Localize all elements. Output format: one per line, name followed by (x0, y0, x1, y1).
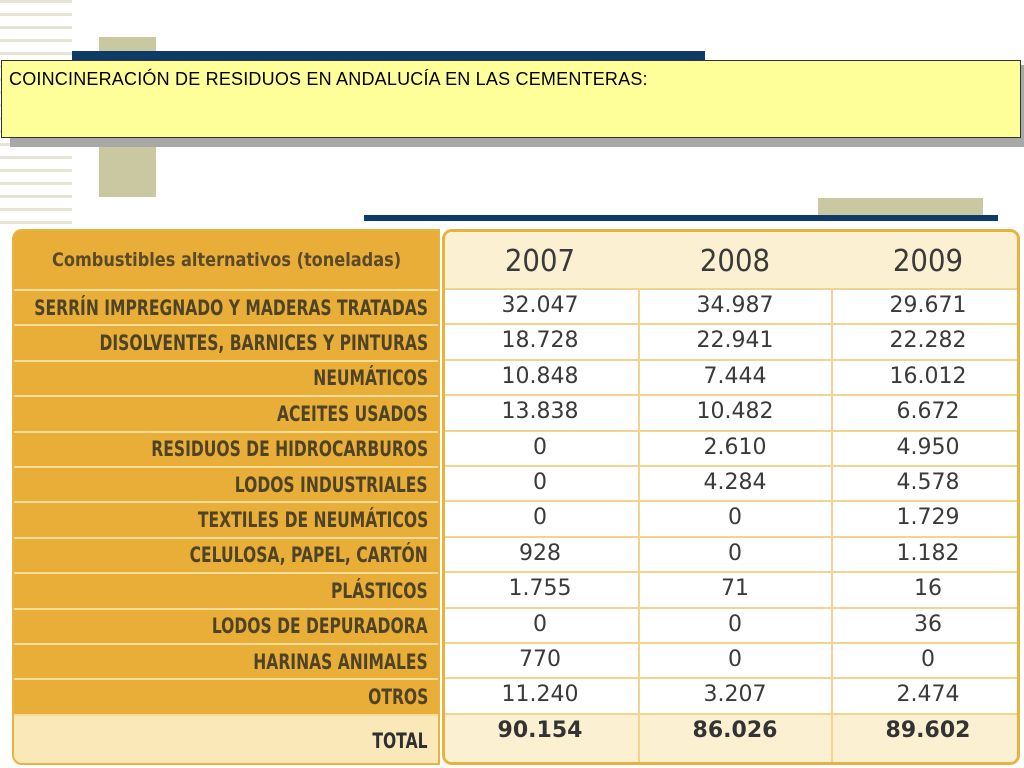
table-row-label: OTROS (14, 678, 438, 713)
decorative-bar (72, 51, 705, 61)
row-label-text: TEXTILES DE NEUMÁTICOS (197, 508, 428, 533)
table-value-columns: 2007 2008 2009 32.047 34.987 29.671 18.728 22.… (442, 229, 1020, 765)
row-label-text: LODOS INDUSTRIALES (235, 472, 428, 497)
table-row-label: HARINAS ANIMALES (14, 643, 438, 678)
table-cell-2007: 0 (533, 434, 547, 460)
table-cell-2007: 0 (533, 611, 547, 637)
table-row: 0 2.610 4.950 (445, 429, 1017, 465)
slide-title: COINCINERACIÓN DE RESIDUOS EN ANDALUCÍA … (9, 69, 648, 89)
decorative-bar-right (364, 215, 998, 221)
table-row: 770 0 0 (445, 642, 1017, 677)
table-cell-2007: 0 (533, 505, 547, 531)
table-cell-2008: 0 (728, 647, 742, 672)
table-cell-2009: 22.282 (889, 328, 967, 354)
table-cell-2007: 13.838 (501, 399, 579, 425)
row-label-text: DISOLVENTES, BARNICES Y PINTURAS (99, 331, 428, 356)
row-label-text: LODOS DE DEPURADORA (212, 614, 428, 639)
table-row: 0 4.284 4.578 (445, 465, 1017, 500)
table-cell-2008: 7.444 (703, 363, 767, 389)
table-row-label: SERRÍN IMPREGNADO Y MADERAS TRATADAS (14, 289, 438, 324)
row-label-text: TOTAL (372, 729, 428, 754)
table-row: 11.240 3.207 2.474 (445, 677, 1017, 712)
row-label-text: NEUMÁTICOS (313, 366, 428, 391)
header-label-text: Combustibles alternativos (toneladas) (52, 249, 402, 271)
table-cell-2007: 928 (519, 540, 561, 566)
table-cell-2008: 3.207 (703, 682, 767, 708)
fuel-table: Combustibles alternativos (toneladas) SE… (12, 229, 1020, 765)
table-header-label: Combustibles alternativos (toneladas) (14, 231, 438, 289)
year-header-row: 2007 2008 2009 (445, 232, 1017, 288)
table-row-label: PLÁSTICOS (14, 572, 438, 607)
row-label-text: HARINAS ANIMALES (253, 649, 428, 674)
table-cell-2007: 18.728 (501, 328, 579, 354)
table-row-label: TEXTILES DE NEUMÁTICOS (14, 501, 438, 536)
year-header-2009: 2009 (892, 244, 964, 279)
table-cell-2009: 0 (921, 647, 935, 672)
title-box: COINCINERACIÓN DE RESIDUOS EN ANDALUCÍA … (1, 60, 1021, 138)
table-cell-2007: 0 (533, 470, 547, 495)
table-cell-2008: 2.610 (703, 434, 767, 460)
year-header-2008: 2008 (699, 244, 771, 279)
table-row-label: NEUMÁTICOS (14, 359, 438, 395)
row-label-text: PLÁSTICOS (331, 578, 428, 603)
table-cell-2009: 36 (914, 611, 942, 637)
table-row-label: DISOLVENTES, BARNICES Y PINTURAS (14, 324, 438, 359)
total-row-label: TOTAL (14, 713, 438, 763)
table-cell-2009: 6.672 (896, 399, 960, 425)
table-cell-2007: 11.240 (501, 682, 579, 708)
table-row: 0 0 1.729 (445, 500, 1017, 535)
table-cell-2009: 16 (914, 576, 942, 602)
table-row-label: LODOS INDUSTRIALES (14, 466, 438, 501)
row-label-text: ACEITES USADOS (277, 401, 428, 426)
row-label-text: SERRÍN IMPREGNADO Y MADERAS TRATADAS (34, 295, 428, 320)
table-row: 10.848 7.444 16.012 (445, 358, 1017, 394)
row-label-text: RESIDUOS DE HIDROCARBUROS (151, 437, 428, 462)
column-divider (831, 288, 833, 762)
table-cell-2008: 71 (721, 576, 749, 602)
table-cell-2008: 10.482 (696, 399, 774, 425)
table-cell-2007: 32.047 (501, 293, 579, 318)
table-cell-2007: 1.755 (508, 576, 572, 602)
table-cell-2009: 1.729 (896, 505, 960, 531)
table-row-label: CELULOSA, PAPEL, CARTÓN (14, 536, 438, 572)
row-label-text: OTROS (367, 685, 428, 710)
table-row: 1.755 71 16 (445, 571, 1017, 606)
table-cell-2009: 4.578 (896, 470, 960, 495)
table-row: 0 0 36 (445, 606, 1017, 642)
table-row: 928 0 1.182 (445, 535, 1017, 571)
table-row: 13.838 10.482 6.672 (445, 394, 1017, 429)
table-cell-2007: 90.154 (497, 717, 583, 743)
table-cell-2008: 22.941 (696, 328, 774, 354)
table-cell-2007: 770 (519, 647, 561, 672)
table-cell-2009: 2.474 (896, 682, 960, 708)
table-cell-2008: 0 (728, 505, 742, 531)
table-cell-2009: 4.950 (896, 434, 960, 460)
table-cell-2007: 10.848 (501, 363, 579, 389)
decorative-block-right (818, 198, 983, 218)
table-label-column: Combustibles alternativos (toneladas) SE… (12, 229, 440, 765)
table-row-label: RESIDUOS DE HIDROCARBUROS (14, 430, 438, 466)
table-cell-2008: 0 (728, 611, 742, 637)
table-cell-2009: 89.602 (885, 717, 971, 743)
total-row: 90.154 86.026 89.602 (445, 712, 1017, 762)
table-cell-2008: 86.026 (692, 717, 778, 743)
table-cell-2008: 4.284 (703, 470, 767, 495)
table-row-label: LODOS DE DEPURADORA (14, 607, 438, 643)
table-cell-2009: 29.671 (889, 293, 967, 318)
column-divider (638, 288, 640, 762)
table-cell-2009: 16.012 (889, 363, 967, 389)
table-cell-2008: 34.987 (696, 293, 774, 318)
table-cell-2009: 1.182 (896, 540, 960, 566)
row-label-text: CELULOSA, PAPEL, CARTÓN (189, 543, 428, 568)
table-cell-2008: 0 (728, 540, 742, 566)
table-row: 32.047 34.987 29.671 (445, 288, 1017, 323)
table-row-label: ACEITES USADOS (14, 395, 438, 430)
table-row: 18.728 22.941 22.282 (445, 323, 1017, 358)
year-header-2007: 2007 (504, 244, 576, 279)
